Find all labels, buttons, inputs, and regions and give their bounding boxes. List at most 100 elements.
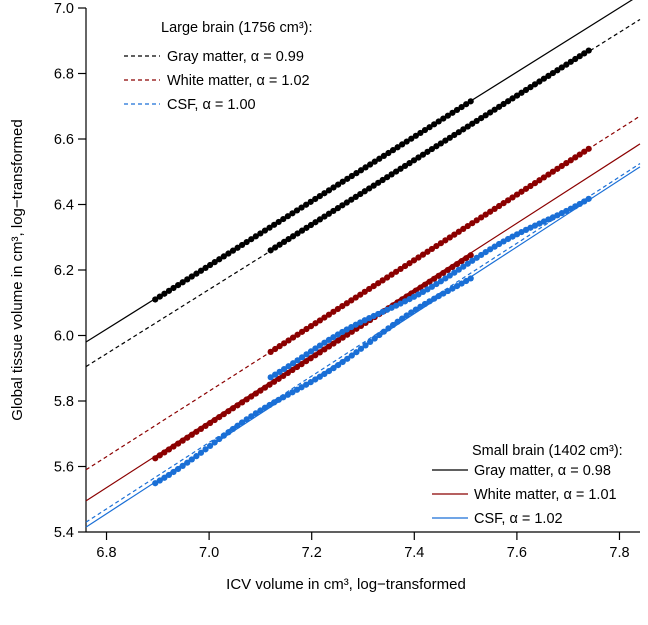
data-point-white (406, 260, 413, 267)
x-tick-label: 6.8 (96, 545, 116, 561)
data-point-gray (545, 72, 552, 79)
data-point-gray (388, 171, 395, 178)
data-point-white (563, 160, 570, 167)
x-tick-label: 7.0 (199, 545, 219, 561)
data-point-csf (280, 394, 287, 401)
data-point-csf (433, 280, 440, 288)
data-point-white (165, 446, 173, 453)
legend-small-white-label: White matter, α = 1.01 (474, 487, 617, 503)
data-point-csf (399, 315, 406, 322)
data-point-gray (243, 238, 250, 246)
data-point-white (188, 431, 195, 438)
data-point-gray (165, 287, 173, 294)
legend-small-brain: Small brain (1402 cm³): Gray matter, α =… (420, 434, 645, 530)
data-point-gray (513, 92, 521, 99)
data-point-gray (478, 115, 485, 122)
data-point-gray (175, 282, 182, 289)
data-point-white (581, 148, 588, 155)
data-point-white (348, 328, 355, 335)
data-point-csf (473, 254, 480, 261)
x-tick-label: 7.2 (302, 545, 322, 561)
y-tick-label: 5.6 (54, 460, 74, 476)
data-point-gray (482, 112, 489, 119)
data-point-gray (371, 158, 378, 165)
data-point-white (293, 363, 301, 371)
data-point-white (267, 348, 274, 355)
data-point-white (193, 428, 200, 435)
data-point-white (478, 214, 485, 221)
data-point-white (252, 390, 259, 397)
data-point-white (531, 180, 539, 187)
data-point-white (184, 434, 191, 441)
data-point-csf (293, 386, 301, 393)
data-point-gray (563, 61, 570, 68)
data-point-white (276, 343, 283, 350)
data-point-white (334, 305, 341, 313)
data-point-white (455, 228, 462, 235)
x-tick-label: 7.6 (507, 545, 527, 561)
data-point-csf (348, 352, 355, 359)
data-point-white (491, 205, 498, 212)
data-point-gray (554, 67, 561, 74)
data-point-csf (303, 351, 310, 358)
data-point-csf (239, 419, 246, 426)
data-point-white (536, 177, 543, 184)
data-point-csf (408, 309, 415, 316)
data-point-csf (428, 283, 436, 290)
data-point-gray (325, 187, 333, 194)
data-point-white (298, 361, 305, 368)
data-point-gray (370, 182, 377, 189)
data-point-csf (417, 303, 424, 310)
data-point-gray (453, 106, 461, 114)
data-point-white (285, 337, 292, 344)
data-point-white (330, 308, 337, 315)
y-tick-label: 6.2 (54, 263, 74, 279)
data-point-white (428, 245, 436, 253)
y-axis-label: Global tissue volume in cm³, log−transfo… (9, 119, 26, 420)
data-point-white (415, 254, 422, 261)
data-point-csf (202, 446, 209, 453)
data-point-csf (353, 349, 360, 356)
data-point-gray (284, 213, 291, 220)
x-tick-label: 7.8 (609, 545, 629, 561)
data-point-white (392, 268, 400, 275)
legend-small-background (420, 434, 645, 530)
data-point-csf (184, 459, 191, 466)
data-point-gray (392, 168, 400, 175)
data-point-white (379, 277, 386, 284)
data-point-gray (307, 221, 315, 229)
data-point-white (433, 242, 440, 250)
data-point-white (352, 294, 359, 301)
y-tick-label: 6.0 (54, 329, 74, 345)
data-point-csf (321, 339, 328, 346)
data-point-white (446, 234, 453, 241)
data-point-gray (156, 293, 163, 300)
data-point-gray (410, 157, 418, 164)
data-point-csf (285, 363, 292, 370)
data-point-csf (284, 391, 291, 398)
data-point-csf (243, 416, 250, 423)
data-point-white (289, 334, 297, 341)
data-point-gray (325, 210, 332, 217)
data-point-csf (316, 342, 324, 349)
y-ticks: 5.4 5.6 5.8 6.0 6.2 6.4 6.6 6.8 7.0 (54, 1, 86, 541)
data-point-csf (234, 422, 241, 429)
data-point-gray (357, 190, 364, 198)
data-point-gray (406, 160, 413, 167)
data-point-csf (197, 449, 205, 456)
data-point-gray (401, 162, 409, 170)
data-point-gray (293, 207, 301, 214)
data-point-csf (267, 374, 274, 381)
data-point-csf (458, 280, 465, 287)
data-point-gray (307, 198, 314, 205)
data-point-gray (252, 233, 259, 240)
data-point-gray (375, 179, 382, 186)
data-point-gray (334, 205, 341, 212)
data-point-csf (193, 453, 200, 460)
data-point-white (243, 396, 250, 403)
data-point-gray (558, 64, 565, 71)
data-point-gray (357, 167, 365, 174)
data-point-csf (272, 371, 279, 378)
data-point-gray (216, 256, 223, 263)
